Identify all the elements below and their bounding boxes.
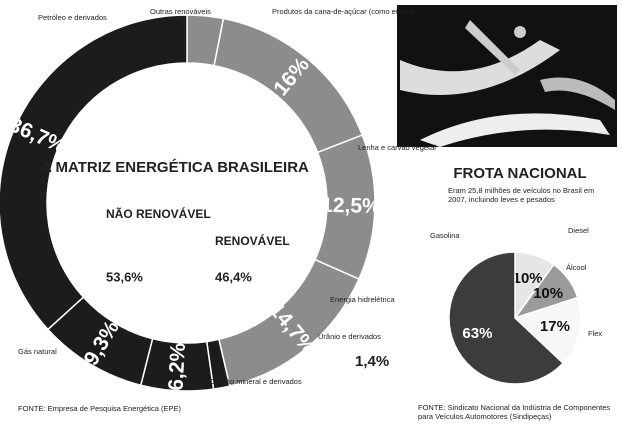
segment bbox=[0, 14, 188, 331]
category-label: Outras renováveis bbox=[150, 7, 211, 16]
subtitle-box: Eram 25,8 milhões de veículos no Brasil … bbox=[448, 186, 595, 204]
value-label: 12,5% bbox=[321, 194, 381, 218]
value-label: 10% bbox=[513, 270, 543, 287]
source-box: FONTE: Sindicato Nacional da Indústria d… bbox=[418, 403, 611, 421]
group-value: 53,6% bbox=[106, 269, 143, 284]
category-label: Urânio e derivados bbox=[318, 332, 381, 341]
value-label: 17% bbox=[540, 318, 570, 335]
value-label: 10% bbox=[533, 285, 563, 302]
category-label: Gás natural bbox=[18, 347, 57, 356]
category-label: Carvão mineral e derivados bbox=[210, 377, 302, 386]
category-label: Álcool bbox=[566, 263, 587, 272]
segment bbox=[513, 296, 582, 365]
subtitle: Eram 25,8 milhões de veículos no Brasil … bbox=[448, 186, 595, 204]
value-label: 63% bbox=[462, 325, 492, 342]
photo bbox=[397, 5, 617, 147]
segment bbox=[448, 251, 565, 385]
category-label: Flex bbox=[588, 329, 602, 338]
group-value: 46,4% bbox=[215, 269, 252, 284]
category-label: Produtos da cana-de-açúcar (como etanol) bbox=[272, 7, 415, 16]
value-label: 1,4% bbox=[355, 353, 389, 370]
chart-title: FROTA NACIONAL bbox=[453, 165, 586, 182]
value-label: 6,2% bbox=[165, 342, 191, 391]
category-label: Diesel bbox=[568, 226, 589, 235]
source: FONTE: Sindicato Nacional da Indústria d… bbox=[418, 403, 611, 421]
chart-title: A MATRIZ ENERGÉTICA BRASILEIRA bbox=[41, 159, 309, 176]
group-name: RENOVÁVEL bbox=[215, 233, 290, 248]
source: FONTE: Empresa de Pesquisa Energética (E… bbox=[18, 404, 181, 413]
category-label: Energia hidrelétrica bbox=[330, 295, 395, 304]
group-name: NÃO RENOVÁVEL bbox=[106, 206, 211, 221]
category-label: Petróleo e derivados bbox=[38, 13, 107, 22]
category-label: Gasolina bbox=[430, 231, 460, 240]
category-label: Lenha e carvão vegetal bbox=[358, 143, 436, 152]
